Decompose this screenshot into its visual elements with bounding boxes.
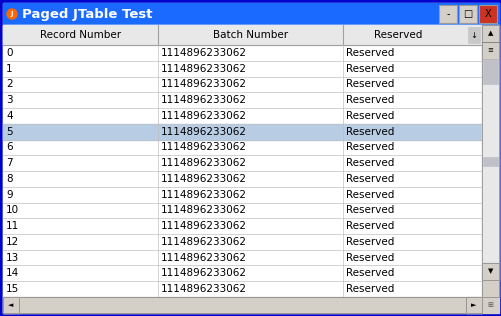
Text: ⊞: ⊞ — [486, 302, 492, 308]
Text: 13: 13 — [6, 252, 19, 263]
Text: 1114896233062: 1114896233062 — [161, 79, 246, 89]
Text: ▼: ▼ — [487, 269, 492, 275]
Text: ↓: ↓ — [469, 31, 476, 40]
Bar — [465, 297, 481, 313]
Text: 1114896233062: 1114896233062 — [161, 127, 246, 137]
Bar — [482, 156, 497, 166]
Bar — [3, 297, 19, 313]
Bar — [438, 5, 456, 23]
Text: Reserved: Reserved — [345, 252, 394, 263]
Bar — [481, 42, 498, 59]
Text: Reserved: Reserved — [345, 48, 394, 58]
Text: ▲: ▲ — [487, 31, 492, 37]
Text: 1114896233062: 1114896233062 — [161, 284, 246, 294]
Text: X: X — [484, 9, 490, 19]
Bar — [481, 263, 498, 280]
Text: 1114896233062: 1114896233062 — [161, 221, 246, 231]
Bar — [481, 25, 498, 297]
Bar — [3, 25, 481, 45]
Bar — [3, 297, 481, 313]
Text: Paged JTable Test: Paged JTable Test — [22, 8, 152, 21]
Bar — [481, 263, 498, 280]
Bar — [3, 297, 481, 313]
Text: 1114896233062: 1114896233062 — [161, 268, 246, 278]
Bar — [3, 124, 481, 139]
Bar — [481, 25, 498, 42]
Bar — [438, 5, 456, 23]
Text: Reserved: Reserved — [345, 143, 394, 152]
Text: 10: 10 — [6, 205, 19, 216]
Text: 8: 8 — [6, 174, 13, 184]
Text: 12: 12 — [6, 237, 19, 247]
Bar — [465, 297, 481, 313]
Text: -: - — [445, 9, 449, 19]
Text: 9: 9 — [6, 190, 13, 200]
Text: Reserved: Reserved — [345, 158, 394, 168]
Bar — [481, 59, 498, 263]
Text: Reserved: Reserved — [345, 221, 394, 231]
Bar — [481, 297, 498, 313]
Text: 15: 15 — [6, 284, 19, 294]
Text: 3: 3 — [6, 95, 13, 105]
Text: 1114896233062: 1114896233062 — [161, 237, 246, 247]
Bar — [478, 5, 496, 23]
Text: Reserved: Reserved — [345, 284, 394, 294]
Text: Reserved: Reserved — [345, 64, 394, 74]
Text: 14: 14 — [6, 268, 19, 278]
Text: 1: 1 — [6, 64, 13, 74]
Bar — [3, 297, 19, 313]
Bar — [458, 5, 476, 23]
Text: Reserved: Reserved — [345, 190, 394, 200]
Text: ►: ► — [470, 302, 476, 308]
Text: 4: 4 — [6, 111, 13, 121]
Text: 1114896233062: 1114896233062 — [161, 64, 246, 74]
Bar — [482, 59, 497, 84]
Bar — [481, 25, 498, 297]
Text: 1114896233062: 1114896233062 — [161, 48, 246, 58]
Text: Record Number: Record Number — [40, 30, 121, 40]
Text: ≡: ≡ — [486, 47, 492, 53]
Text: Reserved: Reserved — [373, 30, 421, 40]
Text: 1114896233062: 1114896233062 — [161, 95, 246, 105]
Text: 2: 2 — [6, 79, 13, 89]
Text: 1114896233062: 1114896233062 — [161, 111, 246, 121]
Text: □: □ — [462, 9, 471, 19]
Text: 1114896233062: 1114896233062 — [161, 205, 246, 216]
Text: Reserved: Reserved — [345, 79, 394, 89]
Text: 1114896233062: 1114896233062 — [161, 174, 246, 184]
Text: 11: 11 — [6, 221, 19, 231]
Text: Batch Number: Batch Number — [212, 30, 288, 40]
Text: ◄: ◄ — [9, 302, 14, 308]
Text: 1114896233062: 1114896233062 — [161, 158, 246, 168]
Text: Reserved: Reserved — [345, 205, 394, 216]
Bar — [3, 3, 498, 25]
Text: J: J — [11, 11, 13, 17]
Bar — [3, 25, 481, 297]
Circle shape — [7, 9, 17, 19]
Text: 1114896233062: 1114896233062 — [161, 252, 246, 263]
Text: Reserved: Reserved — [345, 174, 394, 184]
Bar — [478, 5, 496, 23]
Text: Reserved: Reserved — [345, 95, 394, 105]
Text: Reserved: Reserved — [345, 127, 394, 137]
Text: Reserved: Reserved — [345, 237, 394, 247]
Text: 1114896233062: 1114896233062 — [161, 143, 246, 152]
Bar — [481, 42, 498, 59]
Text: 6: 6 — [6, 143, 13, 152]
Bar — [458, 5, 476, 23]
Text: Reserved: Reserved — [345, 268, 394, 278]
Text: Reserved: Reserved — [345, 111, 394, 121]
Text: 0: 0 — [6, 48, 13, 58]
Text: 7: 7 — [6, 158, 13, 168]
Text: 1114896233062: 1114896233062 — [161, 190, 246, 200]
Text: 5: 5 — [6, 127, 13, 137]
Bar — [481, 25, 498, 42]
Bar — [467, 27, 479, 43]
